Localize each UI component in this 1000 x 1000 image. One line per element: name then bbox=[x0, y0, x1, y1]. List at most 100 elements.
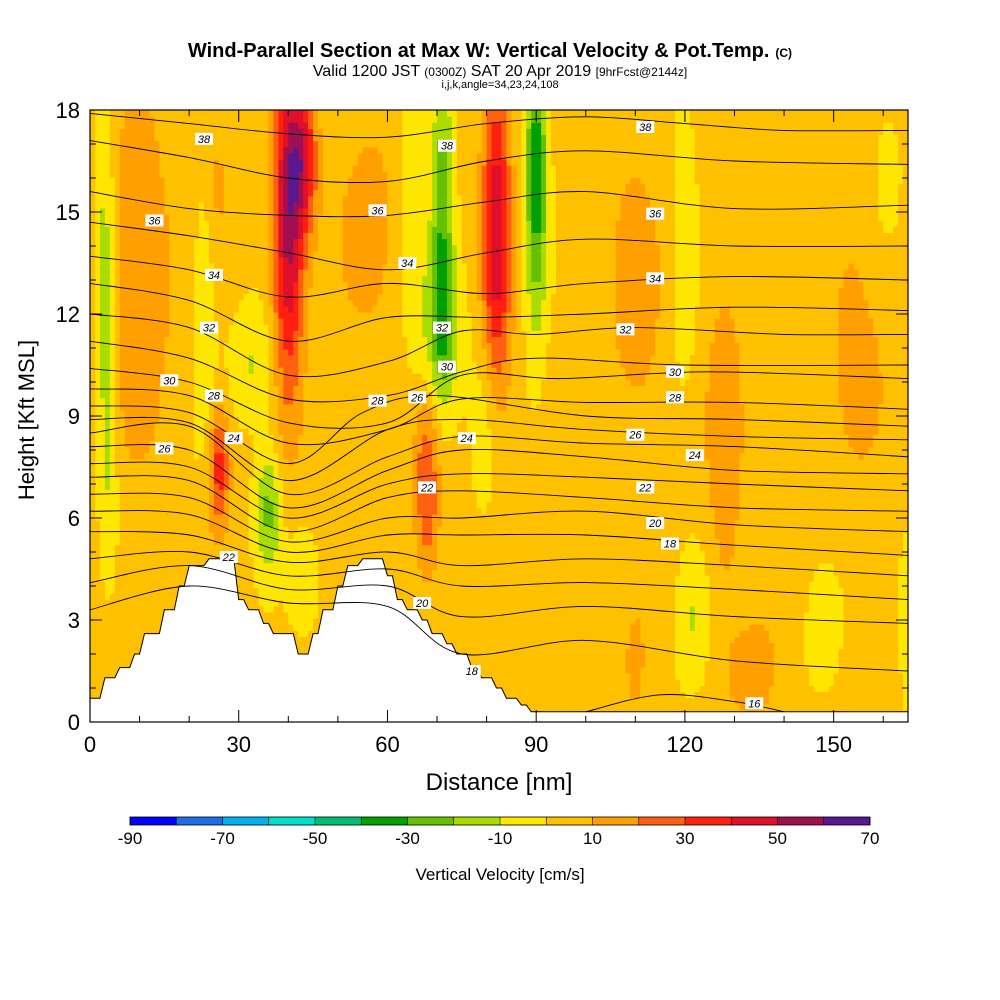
vv-cell bbox=[263, 562, 270, 613]
vv-cell bbox=[437, 373, 443, 399]
svg-text:32: 32 bbox=[619, 324, 631, 336]
vv-cell bbox=[233, 311, 240, 417]
vv-cell bbox=[422, 336, 428, 380]
vv-cell bbox=[863, 452, 869, 722]
vv-cell bbox=[243, 428, 250, 722]
vv-cell bbox=[273, 550, 279, 607]
vv-cell bbox=[779, 110, 785, 722]
y-tick-label: 0 bbox=[68, 710, 80, 735]
vv-cell bbox=[491, 367, 498, 399]
vv-cell bbox=[417, 513, 423, 570]
vv-cell bbox=[476, 379, 483, 509]
vv-cell bbox=[278, 110, 284, 160]
contour-label-26: 26 bbox=[408, 391, 427, 404]
vv-cell bbox=[258, 550, 265, 607]
svg-text:22: 22 bbox=[638, 482, 651, 494]
vv-cell bbox=[640, 385, 646, 644]
vv-cell bbox=[228, 458, 235, 491]
vv-cell bbox=[689, 110, 696, 129]
vv-cell bbox=[273, 311, 279, 386]
vv-cell bbox=[124, 110, 131, 448]
vv-cell bbox=[298, 336, 304, 435]
y-tick-label: 12 bbox=[56, 302, 80, 327]
vv-cell bbox=[833, 575, 840, 674]
vv-cell bbox=[784, 110, 790, 722]
vv-cell bbox=[288, 110, 294, 123]
isentrope-31 bbox=[90, 340, 908, 403]
vv-cell bbox=[699, 685, 706, 722]
vv-cell bbox=[184, 110, 190, 722]
vv-cell bbox=[446, 367, 453, 399]
y-tick-label: 15 bbox=[56, 200, 80, 225]
vv-cell bbox=[248, 287, 255, 356]
vv-cell bbox=[303, 207, 309, 233]
vv-cell bbox=[278, 367, 284, 435]
vv-cell bbox=[446, 116, 453, 233]
vv-cell bbox=[679, 691, 686, 722]
vv-cell bbox=[308, 195, 314, 233]
vv-cell bbox=[818, 110, 825, 564]
vv-cell bbox=[650, 110, 656, 215]
vv-cell bbox=[838, 648, 845, 722]
vv-cell bbox=[273, 110, 279, 313]
vv-cell bbox=[288, 464, 294, 539]
vv-cell bbox=[397, 110, 403, 722]
vv-cell bbox=[278, 256, 284, 319]
vv-cell bbox=[278, 158, 284, 258]
x-axis-label: Distance [nm] bbox=[426, 769, 573, 796]
vv-cell bbox=[134, 110, 141, 460]
svg-text:38: 38 bbox=[639, 122, 652, 134]
vv-cell bbox=[119, 110, 126, 129]
vv-cell bbox=[283, 256, 289, 307]
vv-cell bbox=[154, 422, 161, 722]
vv-cell bbox=[293, 385, 299, 460]
chart-subtitle-indices: i,j,k,angle=34,23,24,108 bbox=[441, 79, 558, 91]
vv-cell bbox=[769, 110, 775, 644]
vv-cell bbox=[759, 624, 765, 711]
vv-cell bbox=[352, 165, 359, 307]
colorbar-tick-label: 10 bbox=[583, 829, 602, 848]
vv-cell bbox=[729, 556, 736, 644]
vv-cell bbox=[828, 110, 835, 564]
vv-cell bbox=[635, 385, 641, 619]
vv-cell bbox=[833, 110, 840, 576]
vv-cell bbox=[213, 403, 220, 429]
vv-cell bbox=[808, 581, 815, 686]
vv-cell bbox=[878, 110, 884, 136]
vv-cell bbox=[293, 201, 299, 240]
contour-label-36: 36 bbox=[646, 207, 665, 221]
vv-cell bbox=[764, 110, 770, 631]
vv-cell bbox=[451, 244, 458, 380]
vv-cell bbox=[590, 110, 597, 722]
vv-cell bbox=[218, 110, 225, 166]
vv-cell bbox=[729, 697, 736, 722]
vv-cell bbox=[347, 177, 354, 301]
vv-cell bbox=[848, 446, 855, 722]
x-tick-label: 0 bbox=[84, 732, 96, 757]
vv-cell bbox=[248, 477, 255, 558]
vv-cell bbox=[546, 342, 552, 722]
vv-cell bbox=[407, 110, 413, 368]
vv-cell bbox=[288, 122, 294, 154]
vv-cell bbox=[536, 232, 542, 282]
vv-cell bbox=[233, 416, 240, 722]
vv-cell bbox=[858, 110, 864, 282]
vv-cell bbox=[402, 110, 408, 338]
vv-cell bbox=[422, 110, 428, 276]
vv-cell bbox=[828, 685, 835, 722]
vv-cell bbox=[491, 397, 498, 722]
vv-cell bbox=[803, 611, 810, 668]
vv-cell bbox=[714, 110, 721, 319]
vv-cell bbox=[838, 110, 845, 289]
vv-cell bbox=[541, 379, 547, 722]
vv-cell bbox=[486, 305, 493, 344]
vv-cell bbox=[640, 666, 646, 722]
vv-cell bbox=[813, 110, 820, 570]
vv-cell bbox=[367, 311, 374, 722]
vv-cell bbox=[888, 122, 894, 233]
vv-cell bbox=[491, 110, 498, 123]
vv-cell bbox=[149, 116, 156, 442]
vv-cell bbox=[898, 165, 904, 185]
colorbar-tick-label: -50 bbox=[303, 829, 328, 848]
